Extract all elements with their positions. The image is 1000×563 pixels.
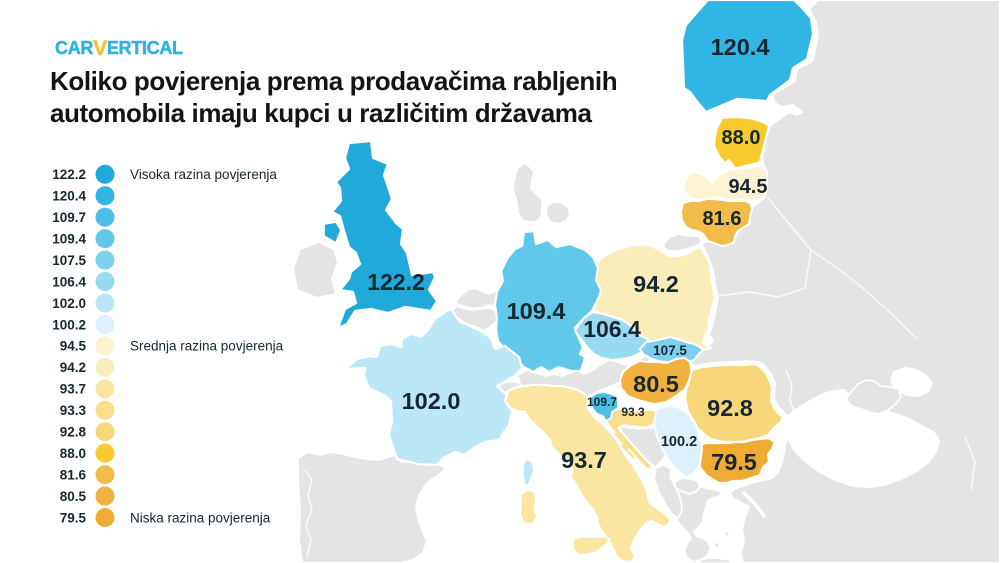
- svg-text:109.7: 109.7: [52, 210, 86, 225]
- svg-text:102.0: 102.0: [402, 388, 461, 414]
- svg-text:100.2: 100.2: [661, 434, 697, 450]
- svg-text:92.8: 92.8: [60, 425, 87, 440]
- svg-text:93.7: 93.7: [561, 447, 607, 473]
- svg-text:122.2: 122.2: [52, 167, 86, 182]
- svg-text:88.0: 88.0: [60, 446, 86, 461]
- svg-text:106.4: 106.4: [583, 316, 641, 342]
- svg-text:94.5: 94.5: [60, 339, 87, 354]
- svg-text:Srednja razina povjerenja: Srednja razina povjerenja: [130, 339, 284, 354]
- svg-text:93.7: 93.7: [60, 382, 86, 397]
- svg-text:120.4: 120.4: [52, 189, 86, 204]
- svg-text:81.6: 81.6: [703, 208, 742, 230]
- svg-text:109.4: 109.4: [52, 231, 86, 246]
- svg-text:94.2: 94.2: [60, 360, 86, 375]
- svg-text:100.2: 100.2: [52, 317, 86, 332]
- svg-text:109.7: 109.7: [587, 395, 617, 409]
- svg-text:107.5: 107.5: [653, 343, 687, 358]
- svg-text:79.5: 79.5: [60, 510, 87, 525]
- svg-text:94.5: 94.5: [729, 176, 768, 198]
- svg-text:Visoka razina povjerenja: Visoka razina povjerenja: [130, 167, 277, 182]
- svg-text:93.3: 93.3: [621, 405, 645, 419]
- svg-text:88.0: 88.0: [722, 127, 761, 149]
- svg-text:80.5: 80.5: [633, 371, 679, 397]
- svg-text:106.4: 106.4: [52, 274, 86, 289]
- svg-text:81.6: 81.6: [60, 467, 87, 482]
- svg-text:80.5: 80.5: [60, 489, 87, 504]
- svg-text:109.4: 109.4: [507, 298, 566, 324]
- svg-text:94.2: 94.2: [633, 271, 679, 297]
- svg-text:93.3: 93.3: [60, 403, 87, 418]
- svg-text:120.4: 120.4: [711, 34, 770, 60]
- svg-text:79.5: 79.5: [711, 449, 757, 475]
- svg-text:Niska razina povjerenja: Niska razina povjerenja: [130, 510, 271, 525]
- svg-text:92.8: 92.8: [707, 395, 753, 421]
- svg-text:102.0: 102.0: [52, 296, 86, 311]
- svg-text:107.5: 107.5: [52, 253, 86, 268]
- svg-text:122.2: 122.2: [367, 269, 425, 295]
